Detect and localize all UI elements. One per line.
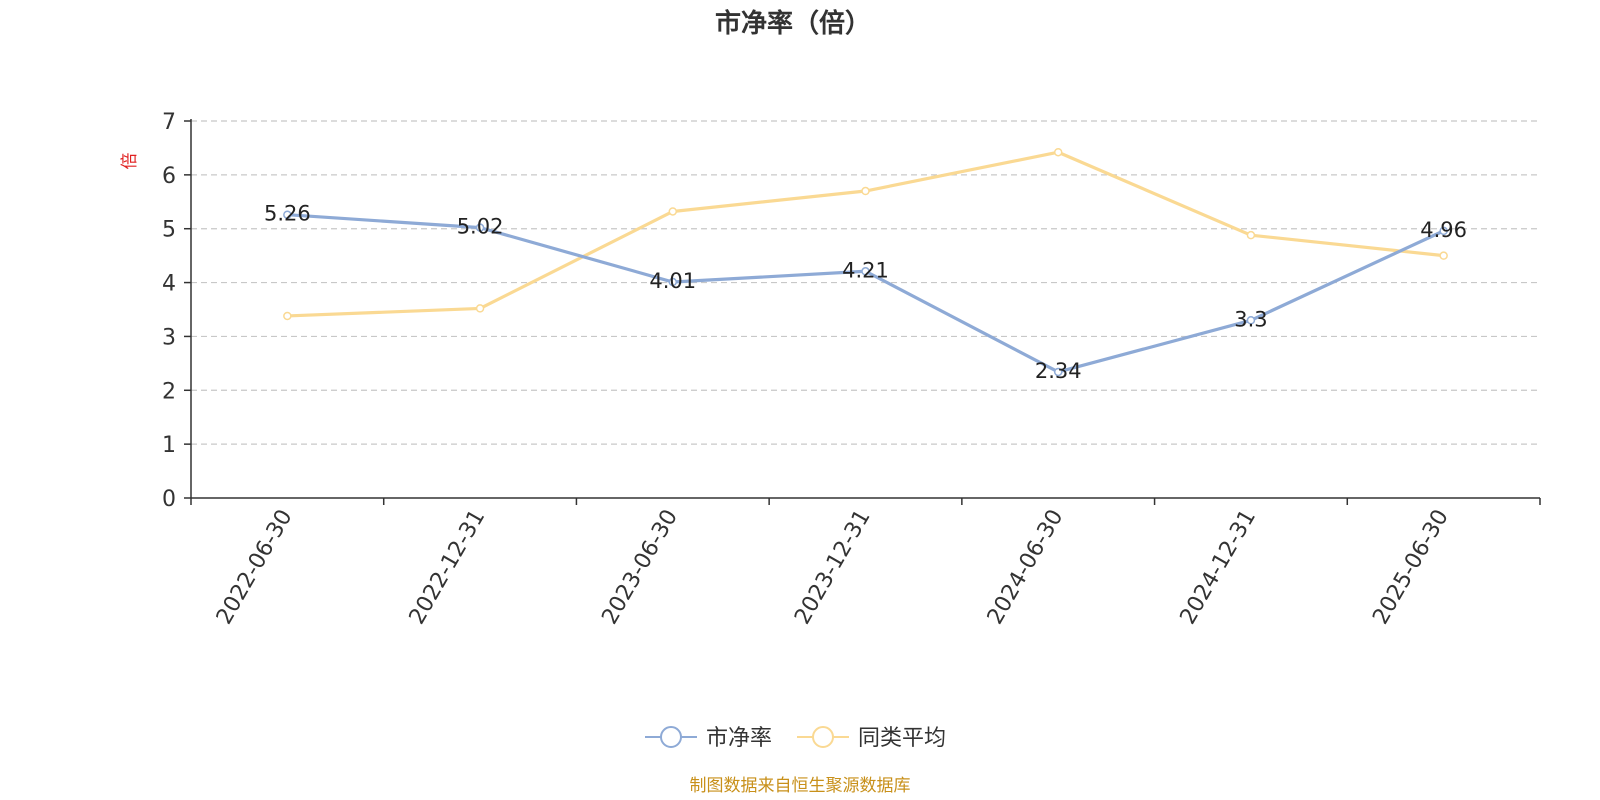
y-tick-label: 1 bbox=[162, 433, 176, 458]
x-tick-label: 2022-06-30 bbox=[212, 506, 298, 629]
legend-item-peer-average[interactable]: 同类平均 bbox=[797, 726, 946, 751]
y-tick-label: 0 bbox=[162, 487, 176, 512]
x-tick-label: 2022-12-31 bbox=[405, 506, 491, 629]
data-label: 4.21 bbox=[842, 258, 889, 282]
data-label: 5.02 bbox=[457, 215, 504, 239]
y-tick-label: 7 bbox=[162, 110, 176, 135]
data-point[interactable] bbox=[1439, 226, 1448, 236]
axes: 0 1 2 3 4 5 6 7 2022-06-30 2022-12-31 2023-06-30 20… bbox=[162, 110, 1541, 629]
data-point[interactable] bbox=[475, 304, 485, 313]
data-point[interactable] bbox=[1439, 251, 1448, 260]
grid-lines bbox=[191, 120, 1540, 445]
y-tick-label: 5 bbox=[162, 218, 176, 243]
data-label: 4.01 bbox=[649, 269, 696, 293]
data-point[interactable] bbox=[283, 311, 292, 321]
chart-title: 市净率（倍） bbox=[715, 8, 871, 39]
y-tick-label: 6 bbox=[162, 164, 176, 189]
x-tick-label: 2024-12-31 bbox=[1176, 506, 1262, 629]
source-note: 制图数据来自恒生聚源数据库 bbox=[690, 776, 911, 796]
data-label: 2.34 bbox=[1035, 359, 1082, 383]
x-tick-label: 2023-12-31 bbox=[790, 506, 876, 629]
data-point[interactable] bbox=[668, 277, 678, 287]
data-point[interactable] bbox=[283, 210, 292, 219]
y-tick-label: 2 bbox=[162, 379, 176, 404]
x-tick-label: 2024-06-30 bbox=[983, 506, 1069, 629]
data-point[interactable] bbox=[861, 186, 870, 196]
data-label: 4.96 bbox=[1420, 218, 1467, 242]
data-point[interactable] bbox=[475, 223, 485, 232]
x-tick-label: 2023-06-30 bbox=[597, 506, 683, 629]
data-point[interactable] bbox=[1053, 367, 1063, 377]
series-lines bbox=[283, 147, 1448, 377]
data-point[interactable] bbox=[1053, 147, 1063, 157]
legend-marker-pb bbox=[660, 726, 682, 748]
data-point[interactable] bbox=[861, 267, 870, 276]
y-tick-label: 4 bbox=[162, 272, 176, 297]
data-point[interactable] bbox=[1246, 316, 1256, 325]
data-labels: 5.26 5.02 4.01 4.21 2.34 3.3 4.96 bbox=[264, 202, 1467, 383]
y-tick-label: 3 bbox=[162, 325, 176, 350]
legend[interactable]: 市净率 同类平均 bbox=[645, 726, 946, 751]
legend-marker-peer-average bbox=[812, 726, 834, 748]
data-point[interactable] bbox=[1246, 230, 1256, 240]
legend-label-peer-average: 同类平均 bbox=[858, 726, 946, 751]
data-label: 3.3 bbox=[1234, 307, 1267, 331]
x-tick-label: 2025-06-30 bbox=[1368, 506, 1454, 629]
data-label: 5.26 bbox=[264, 202, 311, 226]
legend-label-pb: 市净率 bbox=[706, 726, 772, 751]
data-point[interactable] bbox=[668, 207, 678, 216]
y-axis-label: 倍 bbox=[120, 153, 140, 170]
legend-item-pb[interactable]: 市净率 bbox=[645, 726, 772, 751]
